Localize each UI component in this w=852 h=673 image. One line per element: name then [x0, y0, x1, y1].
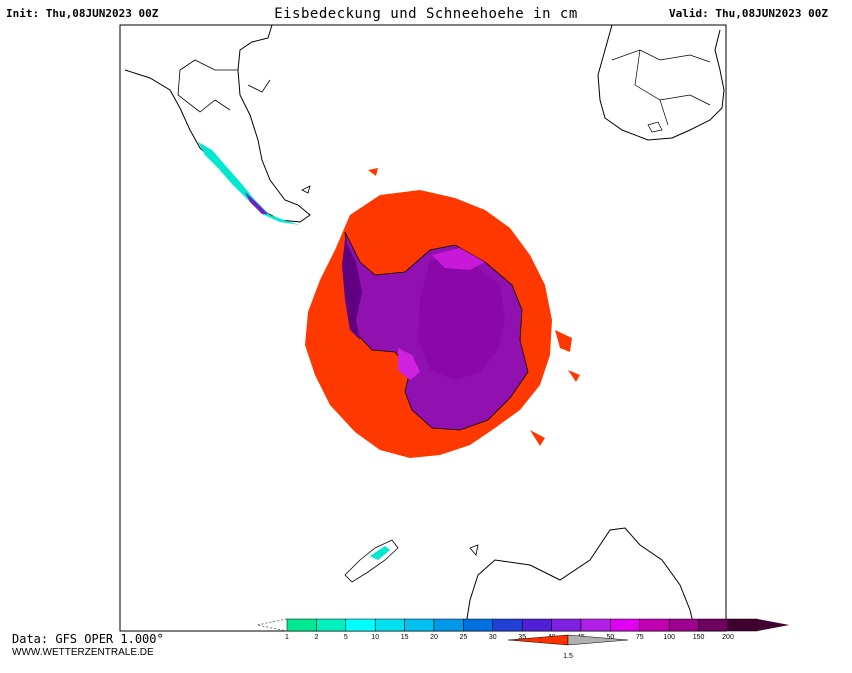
colorbar-tick-label: 200 [722, 634, 734, 641]
colorbar-tick-label: 100 [663, 634, 675, 641]
new-zealand-snow [370, 546, 390, 560]
africa-inner-border [611, 49, 711, 126]
colorbar-tick-label: 25 [460, 634, 468, 641]
colorbar-high-arrow [757, 619, 790, 631]
colorbar-tick-label: 150 [693, 634, 705, 641]
colorbar-swatch [521, 618, 552, 632]
andes-snow-deep [245, 192, 268, 214]
colorbar-swatch [551, 618, 582, 632]
website-credit[interactable]: WWW.WETTERZENTRALE.DE [12, 647, 154, 658]
sea-ice-colorbar: 1.5 [507, 634, 629, 660]
colorbar-tick-label: 35 [518, 634, 526, 641]
colorbar-swatch [433, 618, 464, 632]
colorbar-tick-label: 1 [285, 634, 289, 641]
colorbar-tick-label: 75 [636, 634, 644, 641]
init-time: Init: Thu,08JUN2023 00Z [6, 7, 159, 20]
map-title: Eisbedeckung und Schneehoehe in cm [274, 6, 578, 22]
colorbar-swatch [463, 618, 494, 632]
data-source: Data: GFS OPER 1.000° [12, 632, 164, 646]
colorbar-swatch [345, 618, 376, 632]
tasmania [469, 544, 479, 556]
colorbar-tick-label: 30 [489, 634, 497, 641]
colorbar-swatch [286, 618, 317, 632]
africa-coast [597, 24, 725, 141]
andes-snow [198, 142, 300, 225]
lesotho [647, 121, 663, 133]
colorbar-tick-label: 10 [371, 634, 379, 641]
colorbar-tick-label: 15 [401, 634, 409, 641]
colorbar-swatch [374, 618, 405, 632]
australia-coast [464, 527, 696, 632]
sea-ice-swatch-none [567, 634, 629, 646]
queen-maud-highlight [432, 248, 485, 270]
antarctica-high-plateau [418, 260, 505, 380]
ross-ice-shelf [398, 348, 420, 380]
colorbar-swatch [610, 618, 641, 632]
colorbar-tick-label: 20 [430, 634, 438, 641]
colorbar-tick-label: 50 [607, 634, 615, 641]
colorbar-swatch [727, 618, 758, 632]
colorbar-swatch [639, 618, 670, 632]
colorbar-swatch [698, 618, 729, 632]
colorbar-swatch [668, 618, 699, 632]
falkland-islands [301, 185, 311, 194]
peninsula-deep-snow [342, 240, 362, 340]
colorbar-tick-label: 5 [344, 634, 348, 641]
south-america-inner-border [177, 59, 271, 113]
colorbar-swatch [492, 618, 523, 632]
colorbar-swatch [316, 618, 347, 632]
sea-ice-threshold-label: 1.5 [563, 653, 573, 660]
colorbar-swatch [404, 618, 435, 632]
snow-depth-colorbar: 12510152025303540455075100150200 [256, 618, 790, 641]
sea-ice-swatch-ice [507, 634, 569, 646]
valid-time: Valid: Thu,08JUN2023 00Z [669, 7, 828, 20]
colorbar-tick-label: 2 [314, 634, 318, 641]
colorbar-swatch [580, 618, 611, 632]
